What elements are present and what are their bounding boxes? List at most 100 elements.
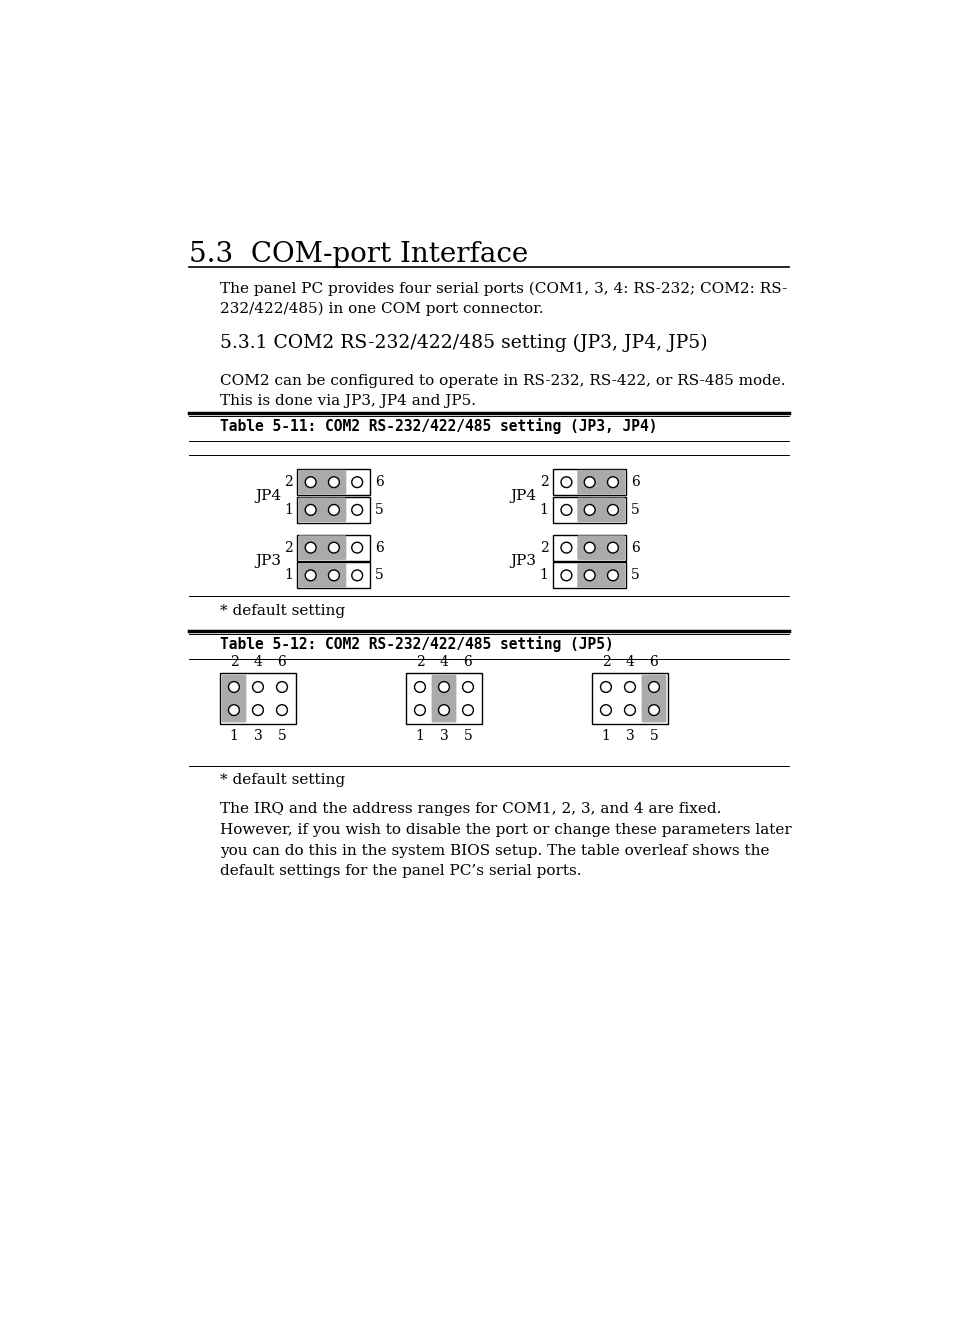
FancyBboxPatch shape [577,562,624,588]
Text: * default setting: * default setting [220,774,345,787]
Text: 2: 2 [539,476,548,489]
Circle shape [607,542,618,553]
Circle shape [560,505,571,516]
Circle shape [648,704,659,716]
Text: JP3: JP3 [254,554,280,569]
Text: 5: 5 [630,502,639,517]
Circle shape [229,681,239,692]
Text: 6: 6 [463,655,472,668]
Text: 1: 1 [416,728,424,743]
Bar [297,534,370,561]
Circle shape [583,542,595,553]
Text: 1: 1 [539,568,548,582]
Text: The panel PC provides four serial ports (COM1, 3, 4: RS-232; COM2: RS-
232/422/4: The panel PC provides four serial ports … [220,282,786,317]
Text: 2: 2 [601,655,610,668]
Circle shape [305,570,315,581]
FancyBboxPatch shape [641,675,666,723]
Text: 6: 6 [630,476,639,489]
Circle shape [305,477,315,488]
Text: 5: 5 [277,728,286,743]
Bar [297,497,370,522]
Circle shape [583,477,595,488]
Text: Table 5-12: COM2 RS-232/422/485 setting (JP5): Table 5-12: COM2 RS-232/422/485 setting … [220,636,613,652]
Circle shape [560,542,571,553]
Circle shape [276,704,287,716]
Text: 4: 4 [625,655,634,668]
Text: 3: 3 [625,728,634,743]
Text: 2: 2 [284,541,293,554]
FancyBboxPatch shape [298,562,346,588]
FancyBboxPatch shape [577,470,624,494]
FancyBboxPatch shape [298,536,346,560]
Text: 1: 1 [601,728,610,743]
Bar [592,673,667,724]
Circle shape [328,477,339,488]
Text: 6: 6 [649,655,658,668]
Text: 5.3  COM-port Interface: 5.3 COM-port Interface [189,242,528,269]
Circle shape [352,570,362,581]
Text: 5: 5 [649,728,658,743]
Text: The IRQ and the address ranges for COM1, 2, 3, and 4 are fixed.
However, if you : The IRQ and the address ranges for COM1,… [220,803,791,878]
Text: 5: 5 [463,728,472,743]
Circle shape [305,505,315,516]
Circle shape [438,681,449,692]
Text: 4: 4 [253,655,262,668]
Circle shape [253,704,263,716]
Text: 4: 4 [439,655,448,668]
Bar [553,497,625,522]
Bar [553,469,625,496]
FancyBboxPatch shape [431,675,456,723]
Text: 5: 5 [375,568,383,582]
Circle shape [328,570,339,581]
Bar [406,673,481,724]
FancyBboxPatch shape [577,536,624,560]
Circle shape [352,505,362,516]
Bar [297,469,370,496]
Text: 6: 6 [630,541,639,554]
Circle shape [328,505,339,516]
Circle shape [438,704,449,716]
Text: 6: 6 [277,655,286,668]
Circle shape [352,542,362,553]
Text: 1: 1 [284,568,293,582]
Text: 1: 1 [284,502,293,517]
Circle shape [607,570,618,581]
Text: 5: 5 [630,568,639,582]
Circle shape [560,477,571,488]
Circle shape [305,542,315,553]
Bar [553,562,625,588]
Circle shape [607,505,618,516]
Circle shape [583,570,595,581]
Bar [297,562,370,588]
Circle shape [276,681,287,692]
Bar [220,673,295,724]
Circle shape [624,704,635,716]
Text: COM2 can be configured to operate in RS-232, RS-422, or RS-485 mode.
This is don: COM2 can be configured to operate in RS-… [220,374,785,407]
Circle shape [462,704,473,716]
Text: 3: 3 [253,728,262,743]
Circle shape [253,681,263,692]
Circle shape [229,704,239,716]
FancyBboxPatch shape [298,497,346,522]
Text: 5: 5 [375,502,383,517]
Circle shape [624,681,635,692]
Circle shape [415,704,425,716]
Text: JP3: JP3 [510,554,536,569]
Circle shape [352,477,362,488]
Circle shape [599,681,611,692]
Circle shape [415,681,425,692]
Circle shape [560,570,571,581]
Text: 2: 2 [284,476,293,489]
FancyBboxPatch shape [221,675,246,723]
Text: 1: 1 [539,502,548,517]
Circle shape [648,681,659,692]
Text: 6: 6 [375,541,383,554]
Text: 2: 2 [539,541,548,554]
Text: 5.3.1 COM2 RS-232/422/485 setting (JP3, JP4, JP5): 5.3.1 COM2 RS-232/422/485 setting (JP3, … [220,334,707,351]
Text: Table 5-11: COM2 RS-232/422/485 setting (JP3, JP4): Table 5-11: COM2 RS-232/422/485 setting … [220,418,657,434]
Text: 2: 2 [230,655,238,668]
FancyBboxPatch shape [298,470,346,494]
Text: JP4: JP4 [254,489,281,504]
Text: 6: 6 [375,476,383,489]
Text: 2: 2 [416,655,424,668]
